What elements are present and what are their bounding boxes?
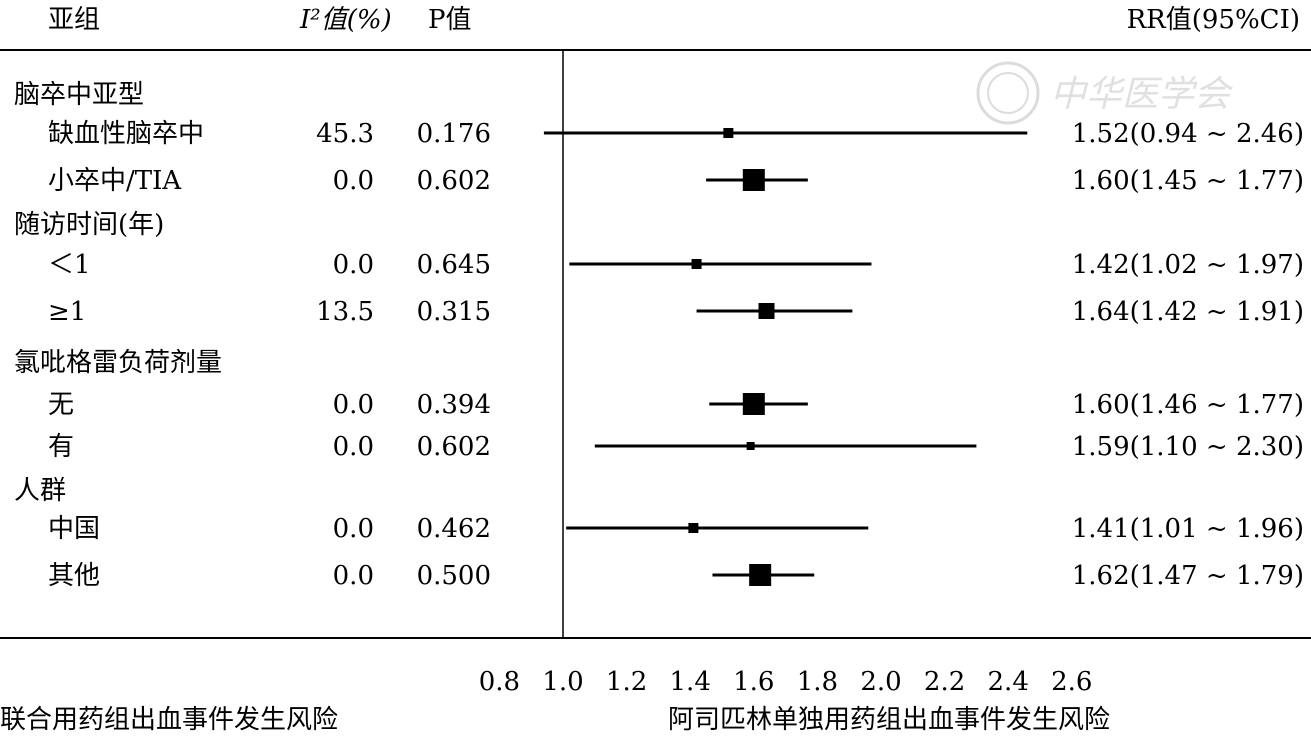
x-tick-label: 1.2 [606,667,647,697]
watermark: 中华医学会 [976,61,1234,125]
footer-left-caption: 联合用药组出血事件发生风险 [0,705,338,735]
point-estimate-box [691,259,702,269]
watermark-seal-icon [976,61,1040,125]
x-tick-label: 1.4 [670,667,711,697]
row-i2-value: 0.0 [333,250,374,280]
row-p-value: 0.394 [417,390,491,420]
x-tick-label: 1.6 [733,667,774,697]
row-i2-value: 45.3 [316,119,374,149]
watermark-text: 中华医学会 [1050,74,1234,115]
group-label: 脑卒中亚型 [14,80,144,110]
row-rr-text: 1.52(0.94 ~ 2.46) [1072,119,1304,149]
row-i2-value: 13.5 [316,297,374,327]
row-i2-value: 0.0 [333,561,374,591]
row-p-value: 0.602 [417,166,491,196]
x-axis-ticks: 0.8 1.0 1.2 1.4 1.6 1.8 2.0 2.2 2.4 2.6 [479,667,1093,697]
footer-right-caption: 阿司匹林单独用药组出血事件发生风险 [668,705,1110,735]
row-label: 其他 [48,561,100,591]
point-estimate-box [723,128,734,138]
row-label: 缺血性脑卒中 [48,119,204,149]
row-label: 有 [48,432,74,462]
row-i2-value: 0.0 [333,432,374,462]
point-estimate-box [746,442,755,450]
row-rr-text: 1.42(1.02 ~ 1.97) [1072,250,1304,280]
point-estimate-box [758,303,775,319]
row-label: 无 [48,390,74,420]
row-rr-text: 1.60(1.45 ~ 1.77) [1072,166,1304,196]
point-estimate-box [749,564,772,586]
x-tick-label: 1.0 [542,667,583,697]
point-estimate-box [688,523,699,533]
row-p-value: 0.500 [417,561,491,591]
row-rr-text: 1.64(1.42 ~ 1.91) [1072,297,1304,327]
group-label: 氯吡格雷负荷剂量 [14,348,222,378]
row-p-value: 0.176 [417,119,491,149]
x-tick-label: 0.8 [479,667,520,697]
x-tick-label: 2.4 [988,667,1029,697]
row-i2-value: 0.0 [333,390,374,420]
row-i2-value: 0.0 [333,166,374,196]
row-label: 中国 [48,514,100,544]
point-estimate-box [742,393,765,415]
row-p-value: 0.645 [417,250,491,280]
group-label: 人群 [14,476,66,506]
group-label: 随访时间(年) [14,210,164,240]
row-rr-text: 1.62(1.47 ~ 1.79) [1072,561,1304,591]
row-i2-value: 0.0 [333,514,374,544]
header-p: P值 [428,5,472,35]
x-tick-label: 2.2 [924,667,965,697]
row-label: ≥1 [48,297,86,327]
point-estimate-box [742,169,765,191]
row-rr-text: 1.60(1.46 ~ 1.77) [1072,390,1304,420]
row-rr-text: 1.41(1.01 ~ 1.96) [1072,514,1304,544]
row-p-value: 0.602 [417,432,491,462]
header-i2: I²值(%) [299,5,392,35]
row-p-value: 0.462 [417,514,491,544]
row-rr-text: 1.59(1.10 ~ 2.30) [1072,432,1304,462]
row-p-value: 0.315 [417,297,491,327]
x-tick-label: 2.0 [860,667,901,697]
x-tick-label: 1.8 [797,667,838,697]
watermark-seal-inner-icon [987,72,1029,114]
x-tick-label: 2.6 [1051,667,1092,697]
header-subgroup: 亚组 [48,5,100,35]
header-rr: RR值(95%CI) [1127,5,1300,35]
row-label: ＜1 [48,250,91,280]
row-label: 小卒中/TIA [48,166,182,196]
